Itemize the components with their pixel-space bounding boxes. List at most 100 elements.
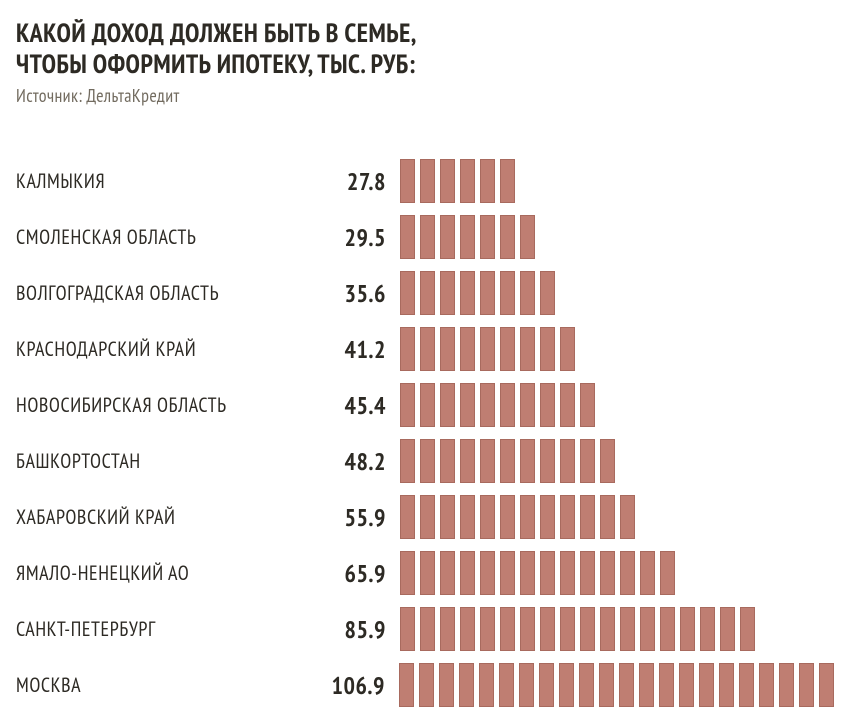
region-label: САНКТ-ПЕТЕРБУРГ (16, 616, 306, 642)
bar-brick (720, 607, 735, 651)
bar-brick (480, 271, 495, 315)
bar-brick (500, 495, 515, 539)
bar-brick (500, 271, 515, 315)
bar-brick (520, 495, 535, 539)
bar-brick (400, 271, 415, 315)
bar-brick (420, 215, 435, 259)
bar-brick (779, 663, 794, 707)
bar-brick (540, 271, 555, 315)
bar-brick (420, 383, 435, 427)
bar-brick (460, 215, 475, 259)
bar-brick (739, 663, 754, 707)
bar-brick (580, 439, 595, 483)
bar (400, 551, 675, 595)
bar-brick (460, 383, 475, 427)
bar-brick (540, 327, 555, 371)
bar-brick (600, 607, 615, 651)
bar-brick (560, 383, 575, 427)
bar-brick (439, 663, 454, 707)
bar-brick (460, 439, 475, 483)
bar-brick (520, 327, 535, 371)
region-label: КАЛМЫКИЯ (16, 168, 306, 194)
bar-brick (520, 215, 535, 259)
bar-brick (440, 327, 455, 371)
bar-brick (400, 159, 415, 203)
bar (400, 215, 535, 259)
region-label: СМОЛЕНСКАЯ ОБЛАСТЬ (16, 224, 306, 250)
bar-brick (599, 663, 614, 707)
bar-brick (480, 551, 495, 595)
bar-brick (620, 495, 635, 539)
bar-brick (500, 327, 515, 371)
chart-source: Источник: ДельтаКредит (16, 84, 834, 107)
chart-row: БАШКОРТОСТАН48.2 (16, 435, 834, 487)
bar (400, 607, 755, 651)
chart-row: НОВОСИБИРСКАЯ ОБЛАСТЬ45.4 (16, 379, 834, 431)
value-label: 27.8 (306, 166, 400, 197)
value-label: 35.6 (306, 278, 400, 309)
value-label: 41.2 (306, 334, 400, 365)
bar-brick (759, 663, 774, 707)
bar-brick (460, 271, 475, 315)
bar (400, 159, 515, 203)
bar-brick (700, 607, 715, 651)
title-line-2: ЧТОБЫ ОФОРМИТЬ ИПОТЕКУ, ТЫС. РУБ: (16, 48, 416, 81)
bar-brick (440, 495, 455, 539)
region-label: БАШКОРТОСТАН (16, 448, 306, 474)
bar-brick (460, 495, 475, 539)
bar-brick (520, 607, 535, 651)
bar-brick (420, 159, 435, 203)
bar-brick (400, 215, 415, 259)
bar-brick (600, 551, 615, 595)
chart-row: КРАСНОДАРСКИЙ КРАЙ41.2 (16, 323, 834, 375)
region-label: НОВОСИБИРСКАЯ ОБЛАСТЬ (16, 392, 306, 418)
chart-row: МОСКВА106.9 (16, 659, 834, 711)
bar (400, 271, 555, 315)
bar-brick (400, 607, 415, 651)
bar-brick (560, 327, 575, 371)
bar-brick (440, 271, 455, 315)
bar-brick (440, 159, 455, 203)
bar-brick (459, 663, 474, 707)
bar-brick (480, 607, 495, 651)
chart-row: ХАБАРОВСКИЙ КРАЙ55.9 (16, 491, 834, 543)
chart-row: ВОЛГОГРАДСКАЯ ОБЛАСТЬ35.6 (16, 267, 834, 319)
bar-brick (440, 439, 455, 483)
bar-brick (420, 495, 435, 539)
bar-brick (519, 663, 534, 707)
bar-brick (660, 607, 675, 651)
region-label: КРАСНОДАРСКИЙ КРАЙ (16, 336, 306, 362)
bar-brick (520, 551, 535, 595)
bar-brick (520, 271, 535, 315)
bar-brick (420, 439, 435, 483)
bar-brick (620, 607, 635, 651)
bar-brick (400, 383, 415, 427)
bar-brick (540, 383, 555, 427)
chart-row: ЯМАЛО-НЕНЕЦКИЙ АО65.9 (16, 547, 834, 599)
bar-brick (819, 663, 834, 707)
bar-brick (520, 383, 535, 427)
bar-brick (420, 551, 435, 595)
value-label: 65.9 (306, 558, 400, 589)
bar-brick (460, 327, 475, 371)
bar-brick (480, 215, 495, 259)
bar-brick (420, 607, 435, 651)
infographic-page: КАКОЙ ДОХОД ДОЛЖЕН БЫТЬ В СЕМЬЕ, ЧТОБЫ О… (0, 0, 850, 727)
value-label: 48.2 (306, 446, 400, 477)
bar-brick (620, 551, 635, 595)
bar-brick (640, 607, 655, 651)
bar-brick (420, 327, 435, 371)
bar-brick (460, 159, 475, 203)
bar-brick (580, 495, 595, 539)
bar-brick (699, 663, 714, 707)
region-label: ЯМАЛО-НЕНЕЦКИЙ АО (16, 560, 306, 586)
bar-brick (440, 607, 455, 651)
bar-brick (560, 495, 575, 539)
bar-brick (480, 383, 495, 427)
bar-brick (400, 551, 415, 595)
bar-brick (500, 383, 515, 427)
bar-brick (500, 551, 515, 595)
chart-row: СМОЛЕНСКАЯ ОБЛАСТЬ29.5 (16, 211, 834, 263)
bar-brick (719, 663, 734, 707)
bar-brick (580, 551, 595, 595)
